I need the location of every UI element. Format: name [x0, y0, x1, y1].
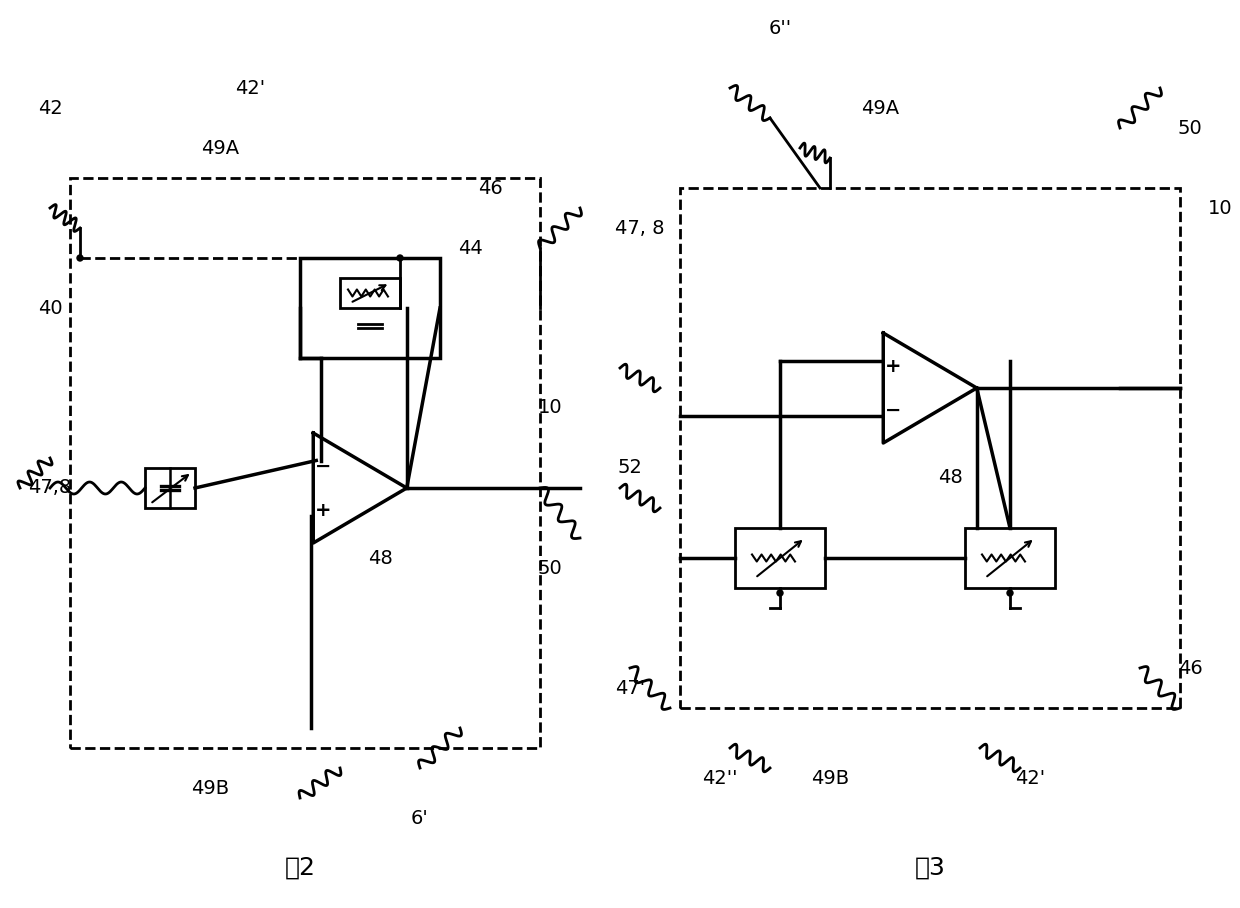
Text: 6': 6'	[412, 808, 429, 827]
Text: 图2: 图2	[284, 856, 315, 880]
Text: 10: 10	[1208, 199, 1233, 218]
Text: 50: 50	[1178, 119, 1203, 137]
Text: 49A: 49A	[201, 139, 239, 157]
Circle shape	[397, 255, 403, 261]
Text: 图3: 图3	[915, 856, 945, 880]
Text: 42: 42	[37, 98, 62, 117]
Text: 46: 46	[1178, 658, 1203, 677]
Text: +: +	[315, 500, 331, 519]
Text: 47,8: 47,8	[29, 479, 72, 498]
Text: 49A: 49A	[861, 98, 899, 117]
Bar	[680, 188, 1180, 708]
Text: 46: 46	[477, 179, 502, 198]
Circle shape	[77, 255, 83, 261]
Text: −: −	[885, 400, 901, 419]
Text: −: −	[315, 457, 331, 476]
Bar	[735, 528, 825, 588]
Text: 49B: 49B	[191, 778, 229, 797]
Text: 52: 52	[618, 459, 642, 478]
Text: 47': 47'	[615, 678, 645, 697]
Text: 6'': 6''	[769, 18, 791, 37]
Bar	[300, 258, 440, 358]
Text: 48: 48	[937, 469, 962, 488]
Circle shape	[777, 590, 782, 596]
Text: +: +	[885, 357, 901, 376]
Text: 42': 42'	[1014, 768, 1045, 787]
Text: 47, 8: 47, 8	[615, 219, 665, 238]
Text: 49B: 49B	[811, 768, 849, 787]
Circle shape	[1007, 590, 1013, 596]
Text: 10: 10	[538, 399, 562, 418]
Text: 48: 48	[367, 548, 392, 568]
Text: 42': 42'	[234, 78, 265, 97]
Bar	[965, 528, 1055, 588]
Bar	[145, 468, 195, 508]
Text: 50: 50	[538, 558, 563, 577]
Bar	[69, 178, 539, 748]
Bar	[340, 278, 401, 308]
Text: 42'': 42''	[702, 768, 738, 787]
Text: 40: 40	[37, 299, 62, 318]
Text: 44: 44	[458, 239, 482, 258]
